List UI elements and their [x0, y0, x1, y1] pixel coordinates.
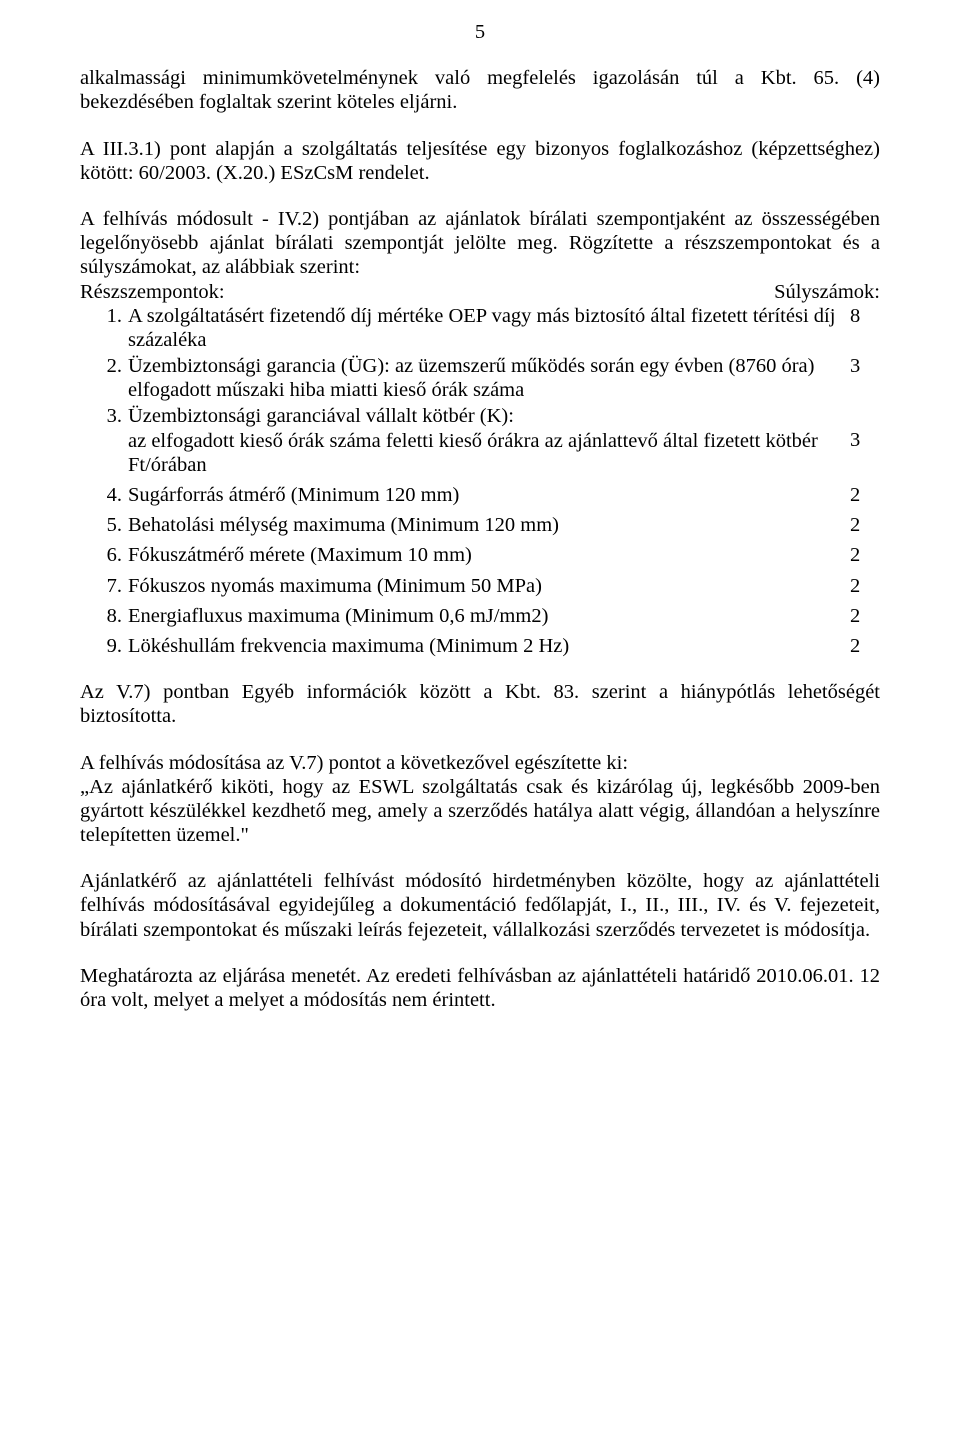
criteria-weight: 2	[850, 604, 880, 628]
criteria-header-right: Súlyszámok:	[774, 280, 880, 304]
criteria-weight: 8	[850, 304, 880, 328]
criteria-header-left: Részszempontok:	[80, 280, 225, 304]
paragraph-5b: „Az ajánlatkérő kiköti, hogy az ESWL szo…	[80, 775, 880, 848]
criteria-block: Részszempontok: Súlyszámok: 1. A szolgál…	[80, 280, 880, 659]
paragraph-4: Az V.7) pontban Egyéb információk között…	[80, 680, 880, 728]
criteria-number: 1.	[80, 304, 128, 328]
criteria-number: 9.	[80, 634, 128, 658]
criteria-text: Behatolási mélység maximuma (Minimum 120…	[128, 513, 850, 537]
criteria-number: 8.	[80, 604, 128, 628]
criteria-row: 8. Energiafluxus maximuma (Minimum 0,6 m…	[80, 604, 880, 628]
paragraph-2: A III.3.1) pont alapján a szolgáltatás t…	[80, 137, 880, 185]
criteria-text: Üzembiztonsági garanciával vállalt kötbé…	[128, 404, 850, 477]
criteria-number: 6.	[80, 543, 128, 567]
criteria-text: Energiafluxus maximuma (Minimum 0,6 mJ/m…	[128, 604, 850, 628]
criteria-weight: 2	[850, 483, 880, 507]
criteria-row: 6. Fókuszátmérő mérete (Maximum 10 mm) 2	[80, 543, 880, 567]
criteria-number: 7.	[80, 574, 128, 598]
criteria-text: Lökéshullám frekvencia maximuma (Minimum…	[128, 634, 850, 658]
criteria-text: A szolgáltatásért fizetendő díj mértéke …	[128, 304, 850, 352]
criteria-row: 9. Lökéshullám frekvencia maximuma (Mini…	[80, 634, 880, 658]
criteria-weight: 2	[850, 513, 880, 537]
criteria-row: 2. Üzembiztonsági garancia (ÜG): az üzem…	[80, 354, 880, 402]
criteria-number: 4.	[80, 483, 128, 507]
paragraph-6: Ajánlatkérő az ajánlattételi felhívást m…	[80, 869, 880, 942]
criteria-row: 4. Sugárforrás átmérő (Minimum 120 mm) 2	[80, 483, 880, 507]
criteria-number: 2.	[80, 354, 128, 378]
paragraph-5a: A felhívás módosítása az V.7) pontot a k…	[80, 751, 880, 775]
criteria-text: Sugárforrás átmérő (Minimum 120 mm)	[128, 483, 850, 507]
page-number: 5	[80, 20, 880, 44]
criteria-row: 1. A szolgáltatásért fizetendő díj mérté…	[80, 304, 880, 352]
criteria-weight: 2	[850, 543, 880, 567]
document-page: 5 alkalmassági minimumkövetelménynek val…	[0, 0, 960, 1436]
paragraph-3: A felhívás módosult - IV.2) pontjában az…	[80, 207, 880, 280]
criteria-number: 3.	[80, 404, 128, 428]
criteria-weight: 2	[850, 634, 880, 658]
criteria-text: Fókuszátmérő mérete (Maximum 10 mm)	[128, 543, 850, 567]
criteria-row: 7. Fókuszos nyomás maximuma (Minimum 50 …	[80, 574, 880, 598]
criteria-row: 5. Behatolási mélység maximuma (Minimum …	[80, 513, 880, 537]
criteria-weight: 3	[850, 354, 880, 378]
criteria-row: 3. Üzembiztonsági garanciával vállalt kö…	[80, 404, 880, 477]
paragraph-7: Meghatározta az eljárása menetét. Az ere…	[80, 964, 880, 1012]
paragraph-1: alkalmassági minimumkövetelménynek való …	[80, 66, 880, 114]
criteria-text: Fókuszos nyomás maximuma (Minimum 50 MPa…	[128, 574, 850, 598]
criteria-header: Részszempontok: Súlyszámok:	[80, 280, 880, 304]
criteria-number: 5.	[80, 513, 128, 537]
criteria-weight: 3	[850, 404, 880, 452]
criteria-weight: 2	[850, 574, 880, 598]
criteria-text: Üzembiztonsági garancia (ÜG): az üzemsze…	[128, 354, 850, 402]
